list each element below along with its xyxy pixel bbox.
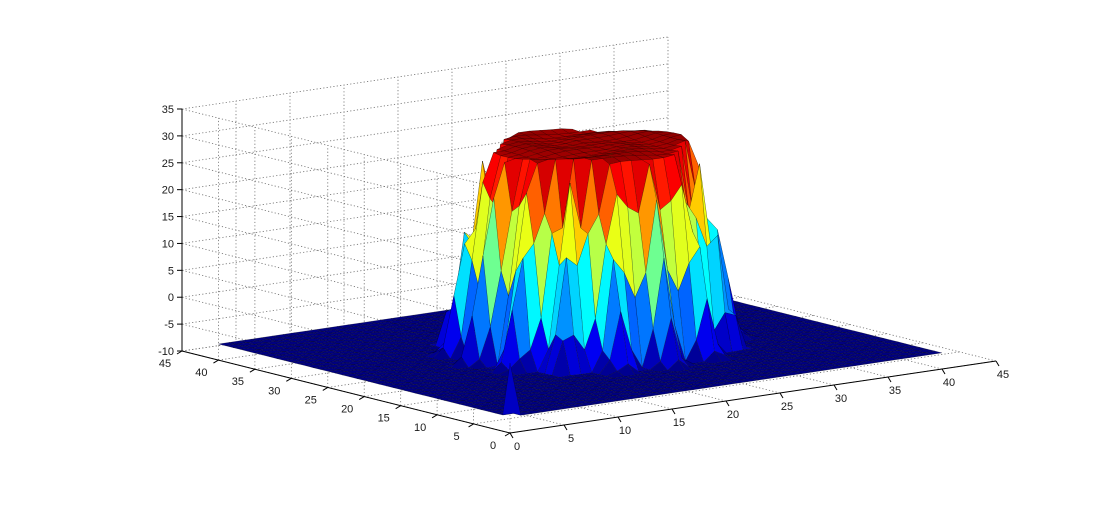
grid-line-back-z [181, 224, 669, 298]
y-tick-label: 15 [378, 413, 390, 425]
x-tick-mark [779, 392, 784, 399]
axis-line [181, 350, 511, 434]
x-tick-label: 25 [781, 401, 793, 413]
x-tick-label: 15 [673, 417, 685, 429]
x-tick-mark [995, 360, 1000, 367]
x-tick-mark [563, 424, 568, 431]
x-tick-mark [617, 416, 622, 423]
z-tick-label: 30 [162, 131, 174, 143]
z-tick-label: 5 [168, 265, 174, 277]
y-tick-mark [286, 377, 292, 382]
y-tick-label: 25 [305, 394, 317, 406]
y-tick-mark [358, 396, 365, 400]
grid-line-back-z [181, 171, 669, 244]
y-tick-mark [249, 368, 256, 373]
y-tick-label: 30 [268, 385, 280, 397]
z-tick-label: 15 [162, 212, 174, 224]
y-tick-label: 35 [232, 376, 244, 388]
x-tick-mark [941, 368, 946, 375]
tick-labels: 051015202530354045051015202530354045-10-… [158, 104, 1009, 453]
y-tick-mark [322, 387, 329, 391]
x-tick-mark [671, 408, 676, 415]
y-tick-label: 20 [341, 404, 353, 416]
z-tick-label: -10 [158, 346, 174, 358]
x-tick-label: 30 [835, 393, 847, 405]
x-tick-label: 45 [997, 369, 1009, 381]
x-tick-label: 5 [568, 433, 574, 445]
x-tick-mark [887, 376, 892, 383]
grid-line-left-z [181, 162, 511, 246]
y-tick-mark [213, 359, 219, 364]
surface-layer [218, 128, 943, 416]
x-tick-label: 0 [514, 441, 520, 453]
y-tick-mark [468, 423, 474, 428]
grid-line-back-z [181, 197, 669, 271]
y-tick-label: 45 [159, 358, 171, 370]
y-tick-mark [504, 432, 511, 437]
x-tick-label: 40 [943, 377, 955, 389]
z-tick-label: -5 [164, 319, 174, 331]
y-tick-label: 0 [490, 440, 496, 452]
x-tick-label: 35 [889, 385, 901, 397]
x-tick-mark [833, 384, 838, 391]
y-tick-mark [395, 405, 401, 410]
x-tick-label: 20 [727, 409, 739, 421]
y-tick-label: 40 [195, 367, 207, 379]
z-tick-label: 0 [168, 292, 174, 304]
grid-line-left-z [181, 108, 511, 192]
x-tick-mark [725, 400, 730, 407]
grid-line-back-z [181, 36, 669, 110]
grid-line-back-z [181, 251, 669, 325]
grid-line-back-z [181, 117, 669, 191]
grid-line-left-z [181, 135, 511, 219]
z-tick-label: 25 [162, 158, 174, 170]
z-tick-label: 35 [162, 104, 174, 116]
z-tick-label: 20 [162, 185, 174, 197]
x-tick-label: 10 [619, 425, 631, 437]
grid-line-back-z [181, 90, 669, 164]
x-tick-mark [509, 432, 514, 439]
grid-line-back-z [181, 144, 669, 217]
surface-patch [502, 363, 522, 416]
grid-line-back-z [181, 63, 669, 137]
z-tick-label: 10 [162, 238, 174, 250]
y-tick-mark [431, 414, 438, 419]
axes-layer [176, 108, 1000, 439]
y-tick-label: 5 [454, 431, 460, 443]
y-tick-label: 10 [414, 422, 426, 434]
axis-line [509, 360, 997, 434]
grid-line-floor-y [473, 351, 960, 425]
